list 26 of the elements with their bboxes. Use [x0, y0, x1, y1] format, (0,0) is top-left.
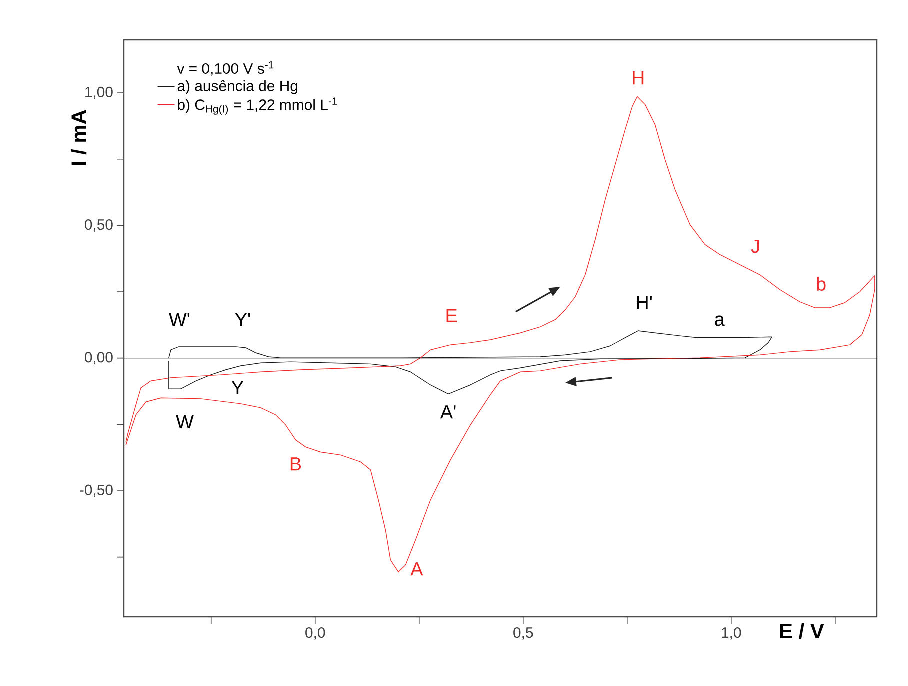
annotation: A'	[440, 406, 456, 419]
annotation: Y'	[235, 313, 250, 326]
x-axis-title: E / V	[780, 623, 824, 639]
legend-title: v = 0,100 V s$^{-1}$	[177, 61, 274, 76]
annotation: b	[817, 277, 826, 292]
annotation: E	[446, 309, 458, 322]
legend-label: b) C$_{Hg(I)}$ = 1,22 mmol L$^{-1}$	[178, 98, 338, 115]
annotation: W'	[169, 313, 190, 326]
x-tick-label: 0,0	[306, 628, 326, 640]
annotation: J	[751, 240, 760, 254]
annotation: H'	[637, 296, 652, 310]
x-tick-label: 1,0	[722, 628, 742, 640]
annotation: a	[715, 316, 725, 326]
legend-label: a) ausência de Hg	[178, 80, 298, 94]
y-tick-label: 0,00	[84, 352, 113, 364]
y-tick-label: 0,50	[84, 220, 113, 232]
annotation: B	[290, 458, 302, 471]
line-series	[168, 330, 773, 394]
annotation: W	[176, 415, 194, 428]
y-tick-label: -0,50	[80, 484, 113, 498]
y-tick-label: 1,00	[86, 86, 113, 100]
annotation: A	[410, 562, 424, 576]
x-tick-label: 0,5	[514, 628, 534, 640]
annotation: Y	[232, 381, 244, 394]
annotation: H	[633, 72, 644, 85]
y-axis-title: I / mA	[71, 110, 87, 166]
